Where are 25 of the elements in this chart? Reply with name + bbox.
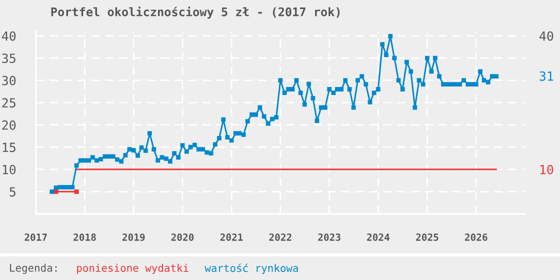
- x-tick-label: 2025: [416, 234, 438, 241]
- chart-title: Portfel okolicznościowy 5 zł - (2017 rok): [51, 6, 340, 19]
- y-tick-label: 20: [2, 120, 16, 130]
- y2-tick-label: 40: [540, 31, 554, 41]
- y2-tick-label: 31: [540, 71, 554, 81]
- x-tick-label: 2021: [220, 234, 243, 241]
- y-tick-label: 5: [10, 187, 16, 197]
- x-tick-label: 2026: [464, 234, 488, 241]
- x-tick-label: 2024: [367, 234, 390, 241]
- x-tick-label: 2022: [269, 234, 292, 241]
- x-tick-label: 2019: [122, 234, 145, 241]
- text: wartość rynkowa: [204, 264, 298, 274]
- x-tick-label: 2017: [24, 234, 47, 241]
- y-tick-label: 10: [2, 164, 16, 174]
- y-tick-label: 15: [2, 142, 16, 152]
- y-tick-label: 30: [2, 76, 16, 86]
- legend-title: Legenda:: [10, 264, 57, 274]
- y-tick-label: 35: [2, 54, 16, 64]
- y-tick-label: 25: [2, 98, 16, 108]
- x-tick-label: 2020: [171, 234, 194, 241]
- x-tick-label: 2023: [318, 234, 340, 241]
- y-tick-label: 40: [2, 31, 16, 41]
- y2-tick-label: 10: [540, 164, 554, 174]
- x-tick-label: 2018: [74, 234, 96, 241]
- text: poniesione wydatki: [77, 264, 188, 274]
